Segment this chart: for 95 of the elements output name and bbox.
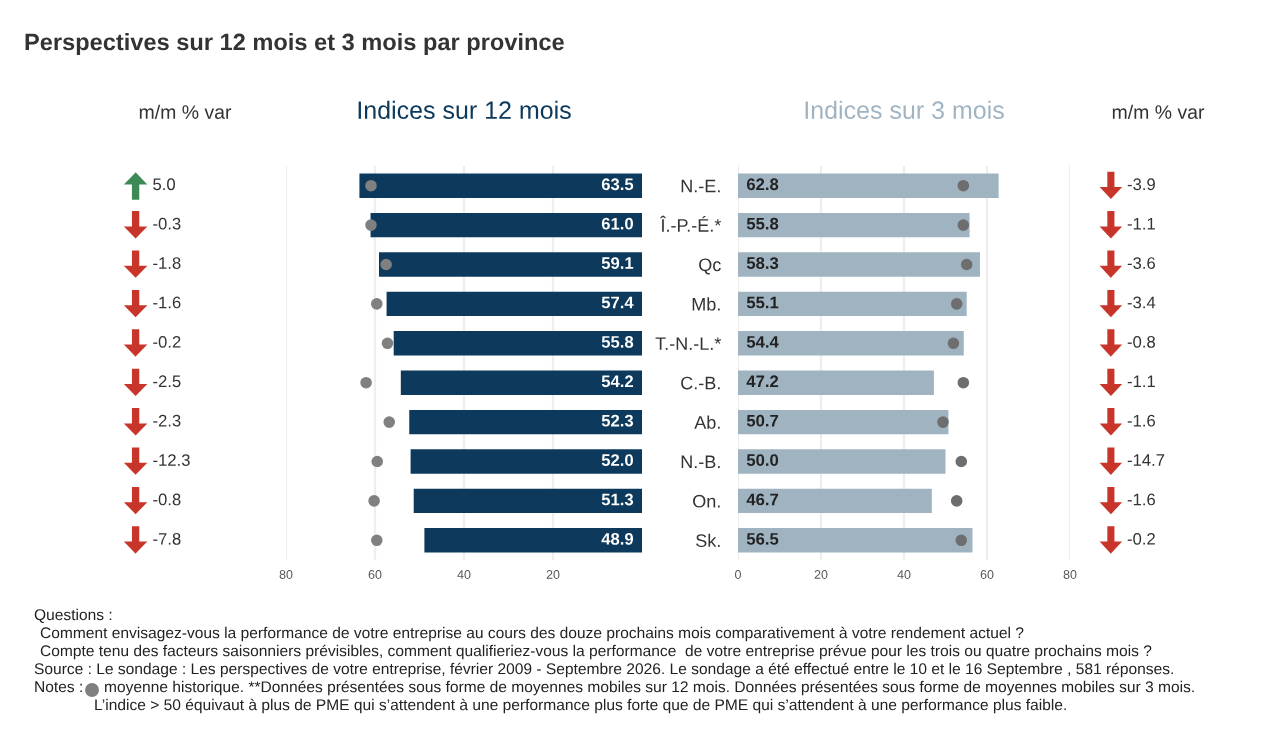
bar [379, 252, 642, 277]
point [365, 179, 377, 192]
point [960, 258, 973, 271]
point [950, 495, 963, 507]
bar [424, 528, 642, 553]
bar [393, 331, 642, 356]
bar [386, 291, 642, 317]
bar [413, 488, 642, 514]
point [371, 455, 384, 468]
data-label: 58.3 [746, 257, 779, 269]
y-tick-label: Î.-P.-É.* [660, 215, 722, 232]
text: -1.1 [1127, 375, 1155, 388]
data-label: 61.0 [601, 217, 633, 230]
text: -2.5 [153, 375, 181, 388]
y-tick-label: T.-N.-L.* [655, 337, 722, 350]
y-tick-label: N.-B. [681, 455, 720, 469]
data-label: 54.2 [601, 375, 633, 388]
bar [738, 173, 999, 198]
point [371, 534, 383, 547]
bar [738, 331, 964, 356]
y-tick-label: Qc [699, 258, 721, 275]
bar [409, 409, 642, 435]
data-label: 55.1 [746, 296, 779, 309]
text: -1.6 [1127, 414, 1155, 427]
data-label: 55.8 [746, 217, 779, 230]
data-label: 62.8 [746, 178, 779, 191]
text: -0.2 [153, 335, 181, 348]
data-label: 51.3 [601, 493, 634, 506]
text: Perspectives sur 12 mois et 3 mois par province [25, 33, 564, 56]
text: -12.3 [153, 454, 190, 466]
text: m/m % var [139, 104, 232, 119]
y-tick-label: N.-E. [681, 179, 720, 193]
data-label: 50.7 [746, 414, 779, 427]
data-label: 56.5 [746, 532, 779, 545]
bar [738, 409, 949, 435]
y-tick-label: Mb. [692, 297, 720, 311]
bar [359, 173, 642, 198]
text: -0.2 [1127, 532, 1155, 545]
data-label: 63.5 [601, 178, 634, 191]
data-label: 52.3 [601, 414, 634, 427]
bar [738, 449, 946, 474]
point [955, 455, 968, 468]
text: -14.7 [1127, 454, 1165, 466]
point [380, 258, 392, 271]
bar [738, 252, 980, 277]
text: -2.3 [153, 414, 181, 427]
text: -0.8 [1127, 335, 1155, 348]
text: 5.0 [153, 178, 176, 191]
y-tick-label: On. [693, 494, 720, 508]
point [368, 495, 380, 507]
bar [410, 449, 642, 474]
data-label: 50.0 [746, 454, 779, 466]
bar [738, 488, 932, 514]
point [365, 219, 377, 231]
bar [400, 370, 642, 395]
text: -3.6 [1127, 257, 1155, 269]
data-label: 59.1 [601, 257, 634, 269]
point [360, 376, 372, 389]
text: -0.8 [153, 493, 181, 506]
y-tick-label: Sk. [696, 533, 720, 548]
point [955, 534, 968, 547]
text: -1.8 [153, 257, 181, 269]
text: -7.8 [153, 532, 181, 545]
bar [738, 291, 967, 317]
point [957, 219, 970, 231]
text: -1.1 [1127, 217, 1155, 230]
bar [370, 212, 642, 238]
bar [738, 212, 970, 238]
chart-title: Indices sur 12 mois [358, 100, 571, 120]
text: -0.3 [153, 217, 181, 230]
text: -1.6 [1127, 493, 1155, 506]
text: -3.4 [1127, 296, 1156, 309]
bar [738, 370, 934, 395]
point [957, 179, 970, 192]
text: -1.6 [153, 296, 181, 309]
data-label: 55.8 [601, 335, 634, 348]
chart-title: Indices sur 3 mois [805, 100, 1004, 120]
data-label: 46.7 [746, 493, 779, 506]
point [937, 416, 949, 428]
y-tick-label: Ab. [694, 415, 720, 429]
y-tick-label: C.-B. [681, 376, 720, 390]
data-label: 48.9 [601, 532, 634, 545]
data-label: 54.4 [746, 336, 779, 348]
data-label: 57.4 [601, 296, 634, 309]
point [947, 337, 960, 350]
data-label: 47.2 [746, 375, 779, 388]
bar [738, 528, 973, 553]
point [957, 376, 970, 389]
point [383, 416, 396, 428]
point [381, 337, 394, 350]
point [950, 298, 963, 310]
text: -3.9 [1127, 178, 1155, 191]
data-label: 52.0 [601, 454, 633, 466]
text: m/m % var [1112, 104, 1205, 119]
point [371, 298, 383, 310]
